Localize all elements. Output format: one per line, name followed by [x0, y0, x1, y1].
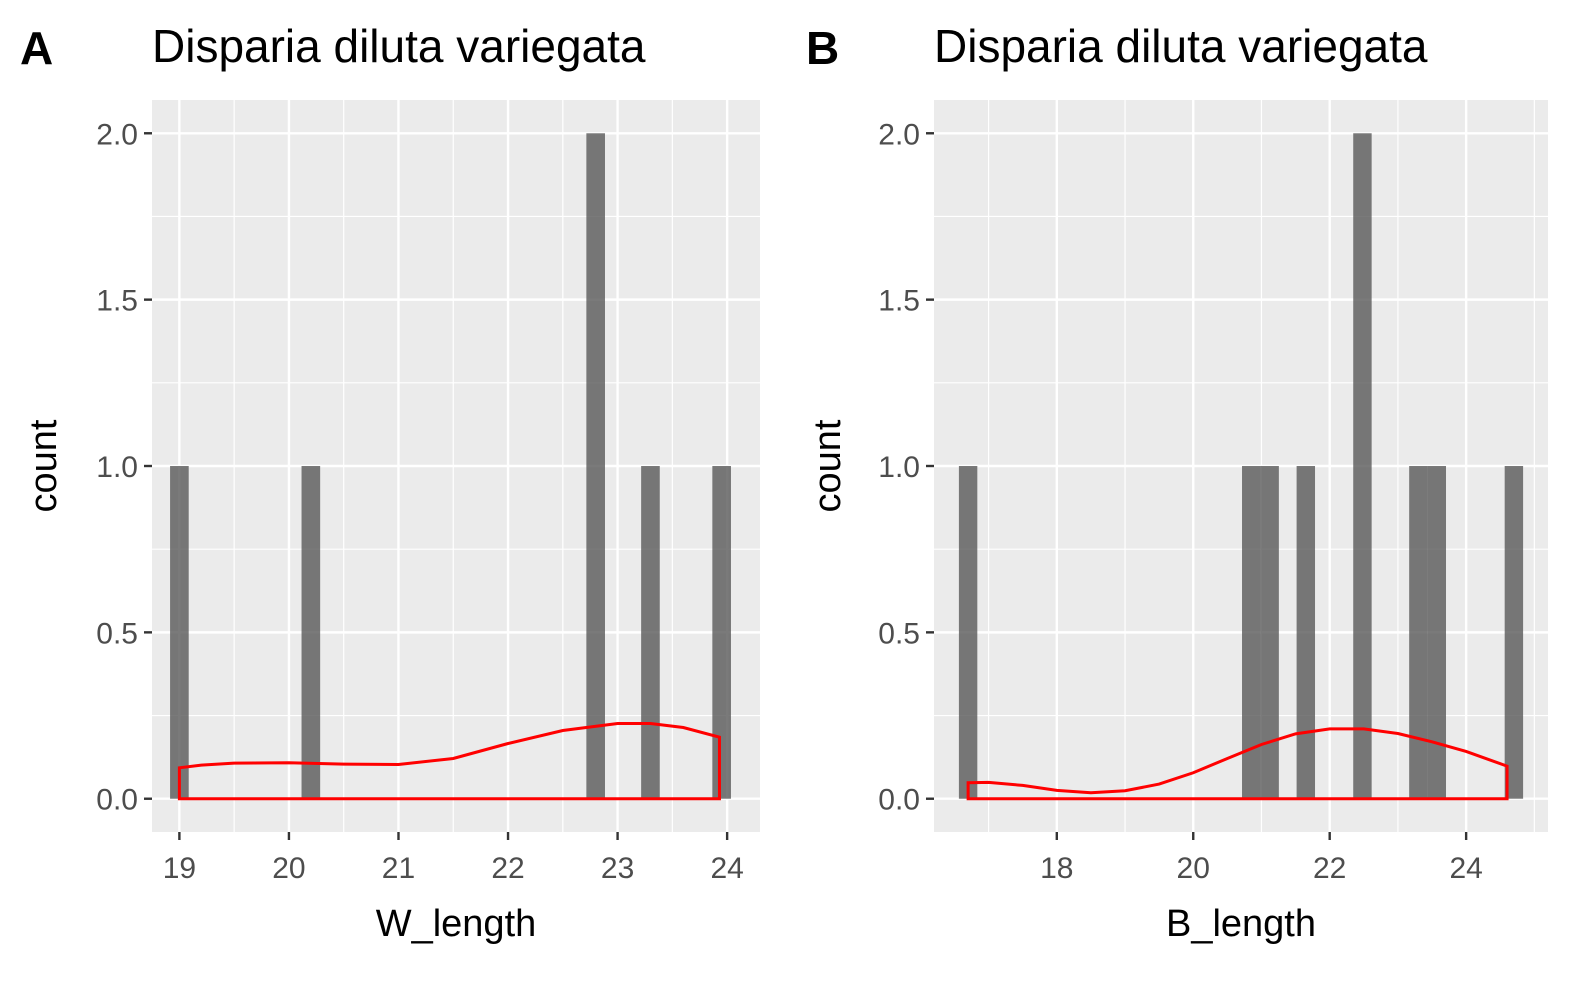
y-tick-label: 0.5	[96, 617, 138, 650]
y-tick-label: 0.5	[878, 617, 920, 650]
histogram-bar	[641, 466, 660, 799]
histogram-bars	[958, 133, 1524, 799]
y-tick-label: 1.0	[96, 451, 138, 484]
histogram-bar	[586, 133, 605, 799]
x-axis-title: B_length	[1166, 903, 1316, 945]
histogram-bar	[301, 466, 321, 799]
chart-title: Disparia diluta variegata	[934, 20, 1428, 72]
histogram-bar	[958, 466, 978, 799]
panel-tag: A	[20, 22, 53, 74]
y-axis-ticks: 0.0 0.5 1.0 1.5 2.0	[96, 118, 152, 817]
x-tick-label: 19	[163, 852, 196, 885]
histogram-bar	[1242, 466, 1261, 799]
y-tick-label: 1.5	[878, 285, 920, 318]
chart-title: Disparia diluta variegata	[152, 20, 646, 72]
y-axis-ticks: 0.0 0.5 1.0 1.5 2.0	[878, 118, 934, 817]
y-tick-label: 1.5	[96, 285, 138, 318]
y-tick-label: 2.0	[96, 118, 138, 151]
histogram-bar	[1353, 133, 1372, 799]
x-tick-label: 20	[1177, 852, 1210, 885]
x-tick-label: 21	[382, 852, 415, 885]
density-curve	[177, 722, 721, 801]
y-tick-label: 1.0	[878, 451, 920, 484]
histogram-bar	[170, 466, 189, 799]
x-tick-label: 22	[1313, 852, 1346, 885]
x-axis-title: W_length	[376, 903, 537, 945]
y-axis-title: count	[807, 419, 849, 512]
x-tick-label: 18	[1040, 852, 1073, 885]
histogram-bar	[712, 466, 731, 799]
x-tick-label: 20	[272, 852, 305, 885]
density-curve	[966, 727, 1509, 801]
y-tick-label: 2.0	[878, 118, 920, 151]
panel-b: B Disparia diluta variegata 0.0 0.5 1.0 1.5…	[806, 20, 1548, 945]
panel-a: A Disparia diluta variegata 0.0 0.5 1.0 1.5…	[20, 20, 760, 945]
histogram-bar	[1260, 466, 1279, 799]
histogram-bar	[1296, 466, 1316, 799]
x-axis-ticks: 19 20 21 22 23 24	[163, 832, 744, 885]
histogram-bars	[170, 133, 731, 799]
y-tick-label: 0.0	[96, 784, 138, 817]
x-tick-label: 23	[601, 852, 634, 885]
x-tick-label: 24	[710, 852, 743, 885]
panel-tag: B	[806, 22, 839, 74]
histogram-bar	[1504, 466, 1524, 799]
y-tick-label: 0.0	[878, 784, 920, 817]
histogram-bar	[1409, 466, 1428, 799]
gridlines	[152, 100, 760, 832]
x-tick-label: 24	[1449, 852, 1482, 885]
x-tick-label: 22	[491, 852, 524, 885]
y-axis-title: count	[23, 419, 65, 512]
histogram-bar	[1427, 466, 1447, 799]
x-axis-ticks: 18 20 22 24	[1040, 832, 1483, 885]
